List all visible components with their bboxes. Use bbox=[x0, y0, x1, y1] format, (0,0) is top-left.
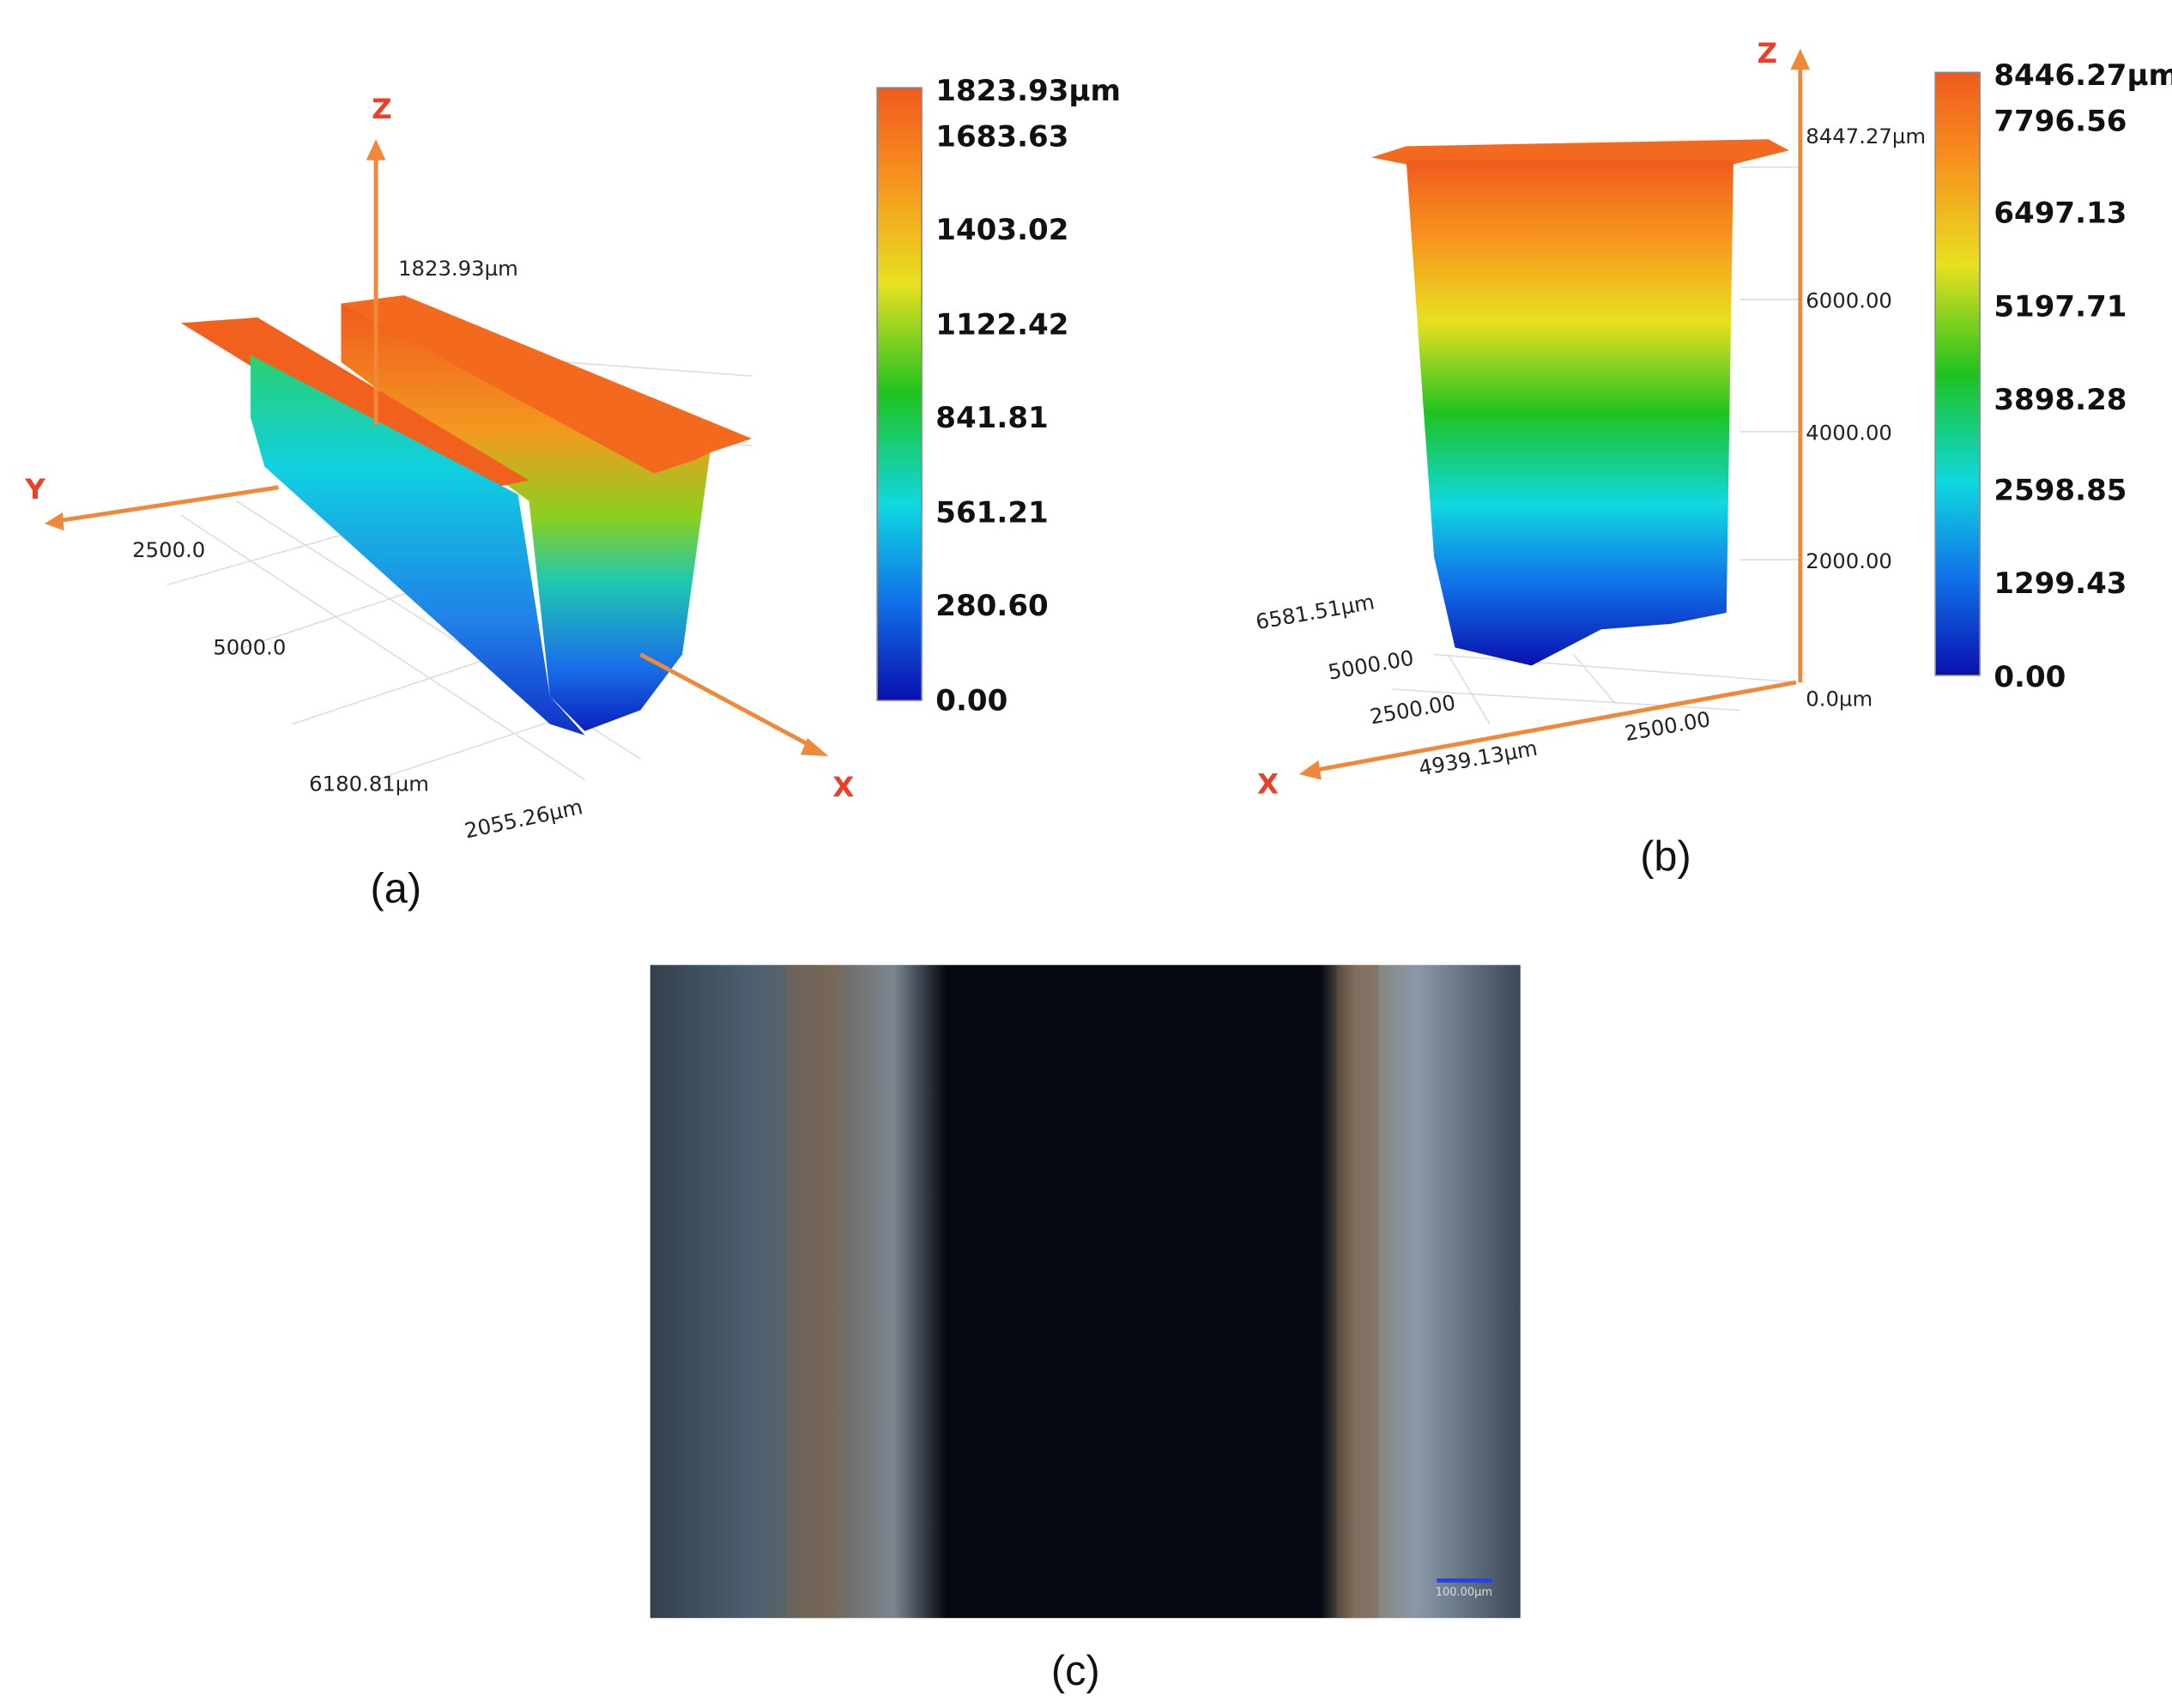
colorbar-label: 7796.56 bbox=[1994, 105, 2127, 139]
colorbar-label: 5197.71 bbox=[1994, 289, 2127, 324]
panel-b: Z X 8447.27µm 6000.00 4000.00 2000.00 0.… bbox=[1254, 37, 2172, 880]
surface-top-right bbox=[341, 294, 753, 502]
tick-label: 5000.0 bbox=[213, 635, 286, 660]
tick-label: 4000.00 bbox=[1806, 421, 1892, 445]
colorbar bbox=[1934, 71, 1981, 676]
colorbar-label: 1683.63 bbox=[935, 119, 1068, 154]
surface-top bbox=[1371, 139, 1789, 165]
colorbar-label: 1823.93µm bbox=[935, 74, 1121, 108]
axis-label: Y bbox=[24, 473, 45, 506]
colorbar-label: 841.81 bbox=[935, 401, 1048, 435]
colorbar-label: 0.00 bbox=[935, 683, 1007, 718]
colorbar bbox=[876, 87, 923, 701]
tick-label: 8447.27µm bbox=[1806, 124, 1926, 148]
texture bbox=[786, 965, 843, 1619]
axis-label: Z bbox=[372, 93, 392, 125]
colorbar-label: 8446.27µm bbox=[1994, 58, 2172, 93]
surface-wall bbox=[1406, 160, 1733, 666]
axis-label: Z bbox=[1758, 37, 1778, 70]
colorbar-label: 0.00 bbox=[1994, 660, 2066, 694]
arrow bbox=[366, 139, 386, 161]
tick-label: 0.0µm bbox=[1806, 687, 1873, 712]
colorbar-label: 1122.42 bbox=[935, 307, 1068, 342]
arrow bbox=[44, 512, 64, 531]
surface-top-left bbox=[180, 317, 529, 494]
texture bbox=[1336, 965, 1379, 1619]
panel-label: (c) bbox=[1051, 1648, 1100, 1694]
colorbar-label: 2598.85 bbox=[1994, 473, 2127, 507]
panel-c: 100.00µm (c) bbox=[650, 965, 1521, 1694]
panel-label: (a) bbox=[371, 865, 421, 912]
arrow bbox=[1298, 760, 1322, 780]
axis-label: X bbox=[832, 771, 854, 803]
x-axis bbox=[639, 652, 816, 750]
scale-bar-label: 100.00µm bbox=[1436, 1586, 1492, 1599]
x-axis bbox=[1315, 680, 1797, 772]
arrow bbox=[1790, 48, 1811, 70]
colorbar-label: 561.21 bbox=[935, 495, 1048, 530]
axis-label: X bbox=[1257, 768, 1279, 801]
colorbar-label: 1403.02 bbox=[935, 213, 1068, 247]
panel-label: (b) bbox=[1640, 833, 1691, 880]
tick-label: 5000.00 bbox=[1326, 645, 1415, 685]
panel-a: Z Y X 1823.93µm 2500.0 5000.0 6180.81µm … bbox=[24, 74, 1121, 912]
y-axis bbox=[57, 485, 279, 524]
tick-label: 2000.00 bbox=[1806, 548, 1892, 573]
surface-right-wall bbox=[341, 303, 711, 731]
surface-left-wall bbox=[251, 354, 585, 736]
colorbar-label: 280.60 bbox=[935, 589, 1048, 623]
tick-label: 2055.26µm bbox=[463, 794, 585, 843]
tick-label: 1823.93µm bbox=[398, 256, 518, 281]
colorbar-label: 6497.13 bbox=[1994, 197, 2127, 231]
tick-label: 6000.00 bbox=[1806, 288, 1892, 313]
tick-label: 6581.51µm bbox=[1254, 589, 1376, 634]
tick-label: 2500.0 bbox=[132, 537, 205, 562]
arrow bbox=[800, 737, 829, 756]
colorbar-label: 1299.43 bbox=[1994, 566, 2127, 601]
tick-label: 2500.00 bbox=[1368, 690, 1457, 730]
grid bbox=[1392, 166, 1800, 725]
tick-label: 6180.81µm bbox=[309, 772, 429, 796]
micrograph bbox=[650, 965, 1521, 1619]
colorbar-label: 3898.28 bbox=[1994, 383, 2127, 417]
